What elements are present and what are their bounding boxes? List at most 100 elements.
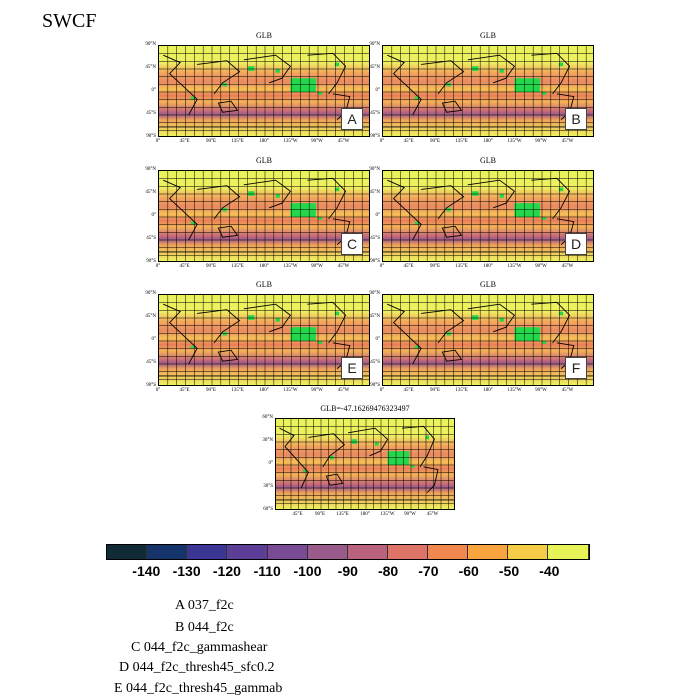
lat-tick-label: 45°N <box>369 314 380 319</box>
lat-tick-label: 0° <box>151 88 157 93</box>
lon-tick-label: 45°W <box>561 264 574 269</box>
lat-tick-label: 60°N <box>262 415 273 420</box>
lon-tick-label: 45°W <box>426 512 439 517</box>
lon-tick-label: 135°W <box>380 512 395 517</box>
lat-tick-label: 45°N <box>369 190 380 195</box>
colorbar-swatch <box>147 545 188 559</box>
colorbar-swatch <box>267 545 308 559</box>
cloud-patch <box>190 345 196 349</box>
lon-tick-label: 45°E <box>179 264 190 269</box>
lat-tick-label: 90°N <box>145 291 156 296</box>
lat-tick-label: 45°S <box>146 236 156 241</box>
coastline <box>467 54 516 84</box>
lon-tick-label: 180° <box>483 388 493 393</box>
cloud-patch <box>499 69 504 73</box>
cloud-patch <box>275 318 280 322</box>
map-area: D <box>382 170 594 262</box>
coastline <box>421 60 465 95</box>
lon-tick-label: 135°E <box>231 264 244 269</box>
map-area: F <box>382 294 594 386</box>
panel-letter: C <box>341 233 363 255</box>
cloud-patch <box>330 455 334 460</box>
coastline <box>163 179 198 241</box>
cloud-patch <box>248 191 255 196</box>
cloud-patch <box>446 207 451 212</box>
panel-title: GLB <box>480 156 496 165</box>
lon-tick-label: 45°E <box>403 388 414 393</box>
cloud-patch <box>222 207 227 212</box>
lon-tick-label: 45°E <box>179 139 190 144</box>
lon-tick-label: 90°E <box>205 388 217 393</box>
lon-tick-label: 45°E <box>403 264 414 269</box>
colorbar-swatch <box>508 545 549 559</box>
cloud-patch <box>499 318 504 322</box>
lat-tick-label: 45°S <box>370 236 380 241</box>
lon-tick-label: 90°W <box>311 264 323 269</box>
colorbar-tick-label: -140 <box>132 563 161 579</box>
cloud-patch <box>446 82 451 87</box>
coastline <box>387 303 422 365</box>
map-grid <box>383 46 593 136</box>
lat-tick-label: 90°S <box>146 134 156 139</box>
map-panel-4: GLB E <box>158 280 370 402</box>
map-panel-3: GLB D <box>382 156 594 278</box>
colorbar-swatch <box>307 545 348 559</box>
cloud-patch <box>542 92 547 95</box>
lat-tick-label: 45°N <box>369 65 380 70</box>
lat-tick-label: 0° <box>151 213 157 218</box>
coastline <box>217 349 239 362</box>
lat-tick-label: 0° <box>375 213 381 218</box>
cloud-patch <box>414 221 420 225</box>
cloud-patch <box>334 311 340 316</box>
lat-tick-label: 45°S <box>146 111 156 116</box>
lon-tick-label: 180° <box>483 264 493 269</box>
panel-letter: E <box>341 357 363 379</box>
coastline <box>401 425 435 468</box>
lat-tick-label: 30°S <box>263 484 273 489</box>
cloud-patch <box>318 217 323 220</box>
cloud-patch <box>351 439 357 444</box>
cloud-patch <box>334 62 340 67</box>
map-panel-1: GLB B <box>382 31 594 153</box>
map-grid <box>159 171 369 261</box>
lat-tick-label: 45°S <box>146 360 156 365</box>
cloud-patch <box>514 327 540 341</box>
coastline <box>307 52 347 95</box>
lat-tick-label: 90°N <box>145 42 156 47</box>
lat-tick-label: 90°S <box>146 259 156 264</box>
coastline <box>217 225 239 238</box>
lon-tick-label: 0° <box>379 139 385 144</box>
cloud-patch <box>334 187 340 192</box>
lon-tick-label: 180° <box>483 139 493 144</box>
panel-letter: A <box>341 108 363 130</box>
coastline <box>163 54 198 116</box>
lat-tick-label: 45°N <box>145 190 156 195</box>
lat-tick-label: 45°S <box>370 360 380 365</box>
lat-tick-label: 0° <box>268 461 274 466</box>
lon-tick-label: 45°E <box>292 512 303 517</box>
lon-tick-label: 90°E <box>429 264 441 269</box>
lon-tick-label: 45°W <box>337 388 350 393</box>
figure-title: SWCF <box>42 10 97 32</box>
lat-tick-label: 45°N <box>145 65 156 70</box>
lat-tick-label: 90°N <box>369 167 380 172</box>
lon-tick-label: 135°W <box>283 139 298 144</box>
lat-tick-label: 90°N <box>145 167 156 172</box>
colorbar-tick-label: -110 <box>253 563 281 579</box>
coastline <box>307 177 347 220</box>
colorbar-tick-label: -90 <box>337 563 358 579</box>
lon-tick-label: 135°W <box>507 264 522 269</box>
coastline <box>467 179 516 209</box>
lon-tick-label: 135°W <box>507 139 522 144</box>
cloud-patch <box>558 311 564 316</box>
map-panel-0: GLB A <box>158 31 370 153</box>
map-grid <box>383 171 593 261</box>
cloud-patch <box>414 96 420 100</box>
coastline <box>387 179 422 241</box>
lat-tick-label: 0° <box>151 337 157 342</box>
cloud-patch <box>499 194 504 198</box>
cloud-patch <box>542 217 547 220</box>
lat-tick-label: 90°N <box>369 42 380 47</box>
colorbar-swatch <box>428 545 469 559</box>
lon-tick-label: 135°E <box>231 388 244 393</box>
